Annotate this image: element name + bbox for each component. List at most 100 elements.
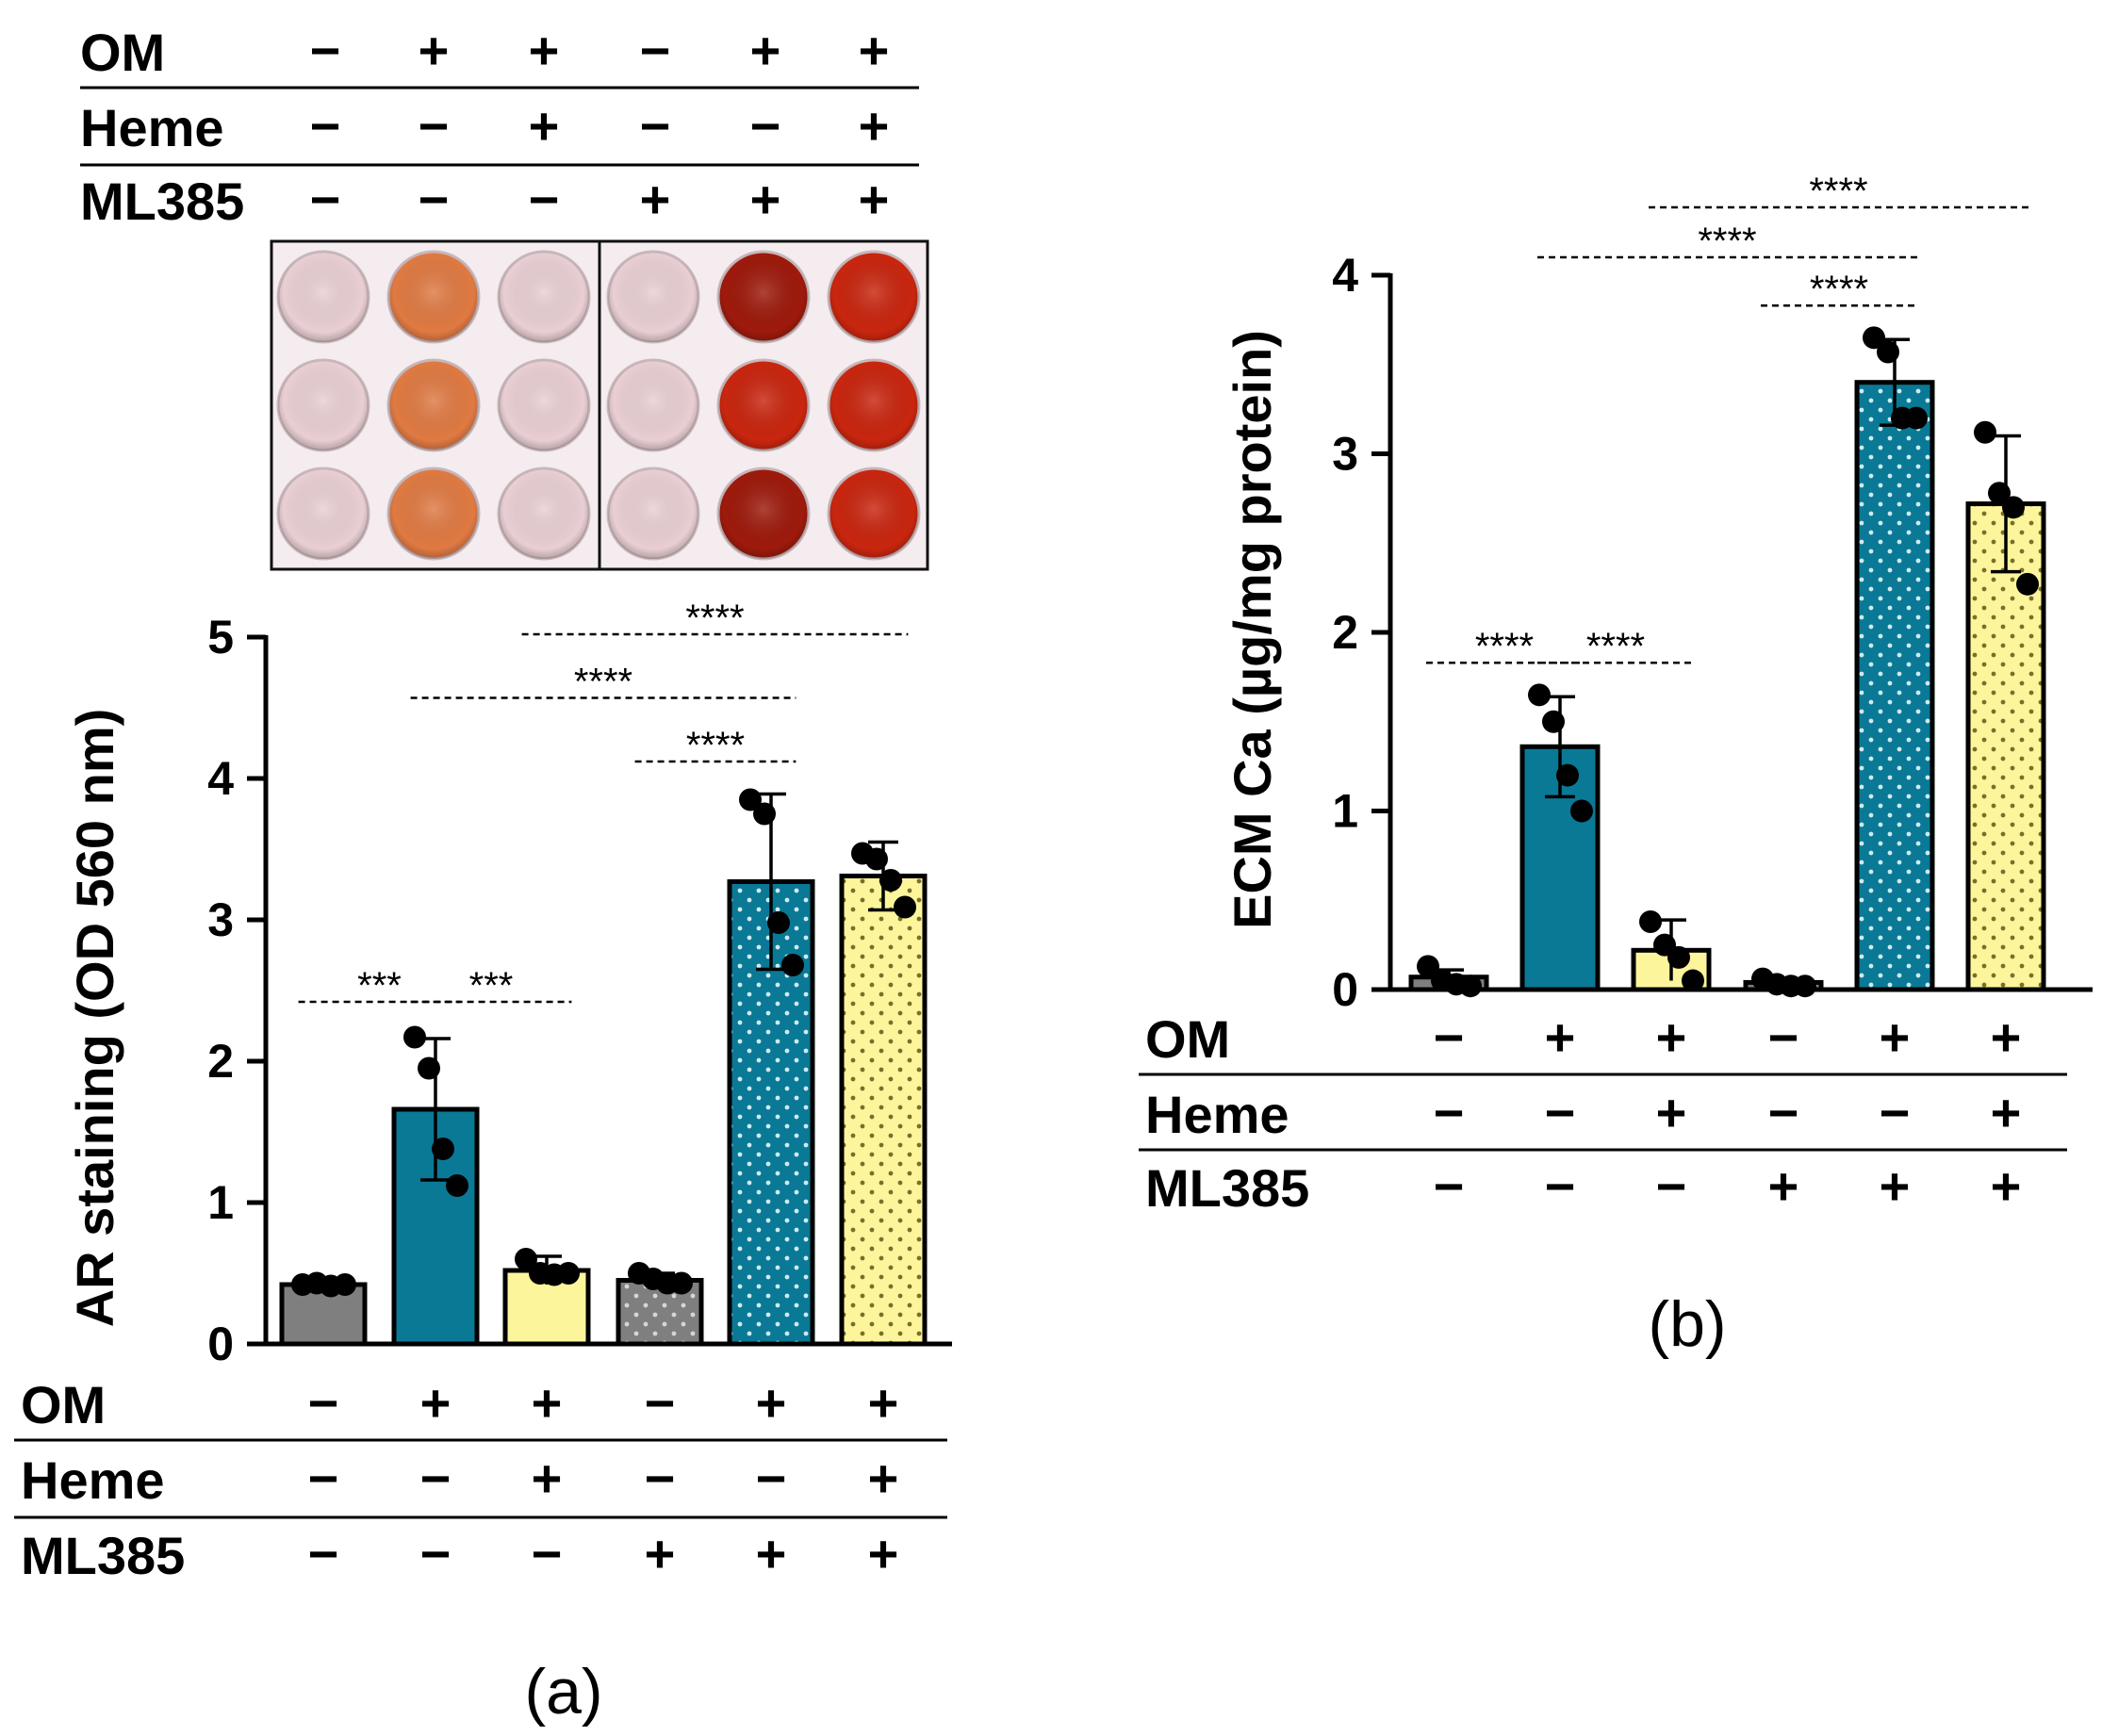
- data-point: [1988, 482, 2011, 505]
- y-tick-label: 4: [1332, 249, 1358, 302]
- condition-value: +: [1545, 1007, 1576, 1067]
- data-point: [515, 1248, 537, 1270]
- condition-row-heme-a: Heme − − + − − +: [21, 1449, 898, 1510]
- condition-value: −: [420, 1449, 452, 1508]
- well-shading: [499, 468, 589, 559]
- data-point: [1528, 683, 1551, 707]
- condition-value: −: [1545, 1156, 1576, 1216]
- well-shading: [608, 252, 698, 342]
- condition-value: −: [640, 96, 671, 156]
- condition-label: OM: [1145, 1009, 1230, 1069]
- well-shading: [278, 468, 369, 559]
- stained-well-plate: [270, 239, 929, 571]
- bar: [1854, 380, 1935, 992]
- well-shading: [388, 468, 479, 559]
- y-tick-label: 2: [1332, 606, 1358, 659]
- condition-value: +: [1991, 1156, 2022, 1216]
- data-point: [432, 1138, 454, 1160]
- condition-value: −: [1434, 1156, 1465, 1216]
- condition-row-heme-a-top: Heme − − + − − +: [80, 96, 889, 157]
- data-point: [670, 1271, 693, 1295]
- condition-value: +: [756, 1524, 787, 1583]
- significance-brackets: **** **** **** **** ****: [1426, 171, 2028, 667]
- bars: [279, 874, 928, 1347]
- data-point: [1459, 974, 1482, 998]
- condition-label: Heme: [80, 98, 224, 157]
- condition-row-ml385-a-top: ML385 − − − + + +: [80, 170, 889, 231]
- condition-value: +: [640, 170, 671, 229]
- condition-value: −: [1434, 1007, 1465, 1067]
- condition-row-om-a-top: OM − + + − + +: [80, 21, 889, 82]
- panel-a-top-conditions: OM − + + − + + Heme − − + − − + ML385 − …: [80, 21, 919, 231]
- condition-value: +: [1880, 1156, 1911, 1216]
- condition-value: −: [308, 1373, 339, 1433]
- data-point: [334, 1273, 356, 1296]
- panel-b-conditions: OM − + + − + + Heme − − + − − + ML385 − …: [1139, 1007, 2067, 1218]
- condition-value: −: [529, 170, 560, 229]
- condition-value: +: [859, 21, 890, 80]
- condition-value: +: [1991, 1083, 2022, 1142]
- data-point: [1417, 955, 1439, 978]
- condition-value: +: [645, 1524, 676, 1583]
- condition-value: +: [1656, 1007, 1687, 1067]
- condition-value: +: [420, 1373, 452, 1433]
- significance-label: ****: [685, 598, 744, 639]
- condition-value: −: [1880, 1083, 1911, 1142]
- data-point: [403, 1025, 426, 1049]
- condition-value: −: [756, 1449, 787, 1508]
- data-point: [1556, 763, 1579, 787]
- condition-value: −: [419, 170, 450, 229]
- condition-value: −: [645, 1373, 676, 1433]
- condition-value: +: [859, 170, 890, 229]
- data-point: [739, 788, 762, 811]
- well-shading: [718, 252, 809, 342]
- data-point: [1863, 326, 1885, 350]
- y-tick-label: 5: [207, 611, 234, 663]
- condition-value: +: [529, 96, 560, 156]
- well-shading: [388, 252, 479, 342]
- well-shading: [278, 252, 369, 342]
- y-tick-label: 0: [207, 1318, 234, 1370]
- condition-value: −: [640, 21, 671, 80]
- condition-label: ML385: [1145, 1158, 1309, 1218]
- data-point: [1667, 945, 1690, 969]
- condition-value: +: [1768, 1156, 1799, 1216]
- well-shading: [829, 360, 919, 450]
- condition-value: −: [419, 96, 450, 156]
- condition-label: OM: [21, 1375, 106, 1434]
- data-point: [557, 1262, 580, 1285]
- well-shading: [608, 468, 698, 559]
- significance-label: ****: [1698, 221, 1756, 262]
- y-axis-ticks: 0 1 2 3 4: [1332, 249, 1390, 1016]
- y-tick-label: 4: [207, 752, 234, 805]
- data-point: [1570, 799, 1593, 823]
- significance-label: ****: [1475, 626, 1534, 667]
- well-shading: [829, 252, 919, 342]
- condition-value: −: [1656, 1156, 1687, 1216]
- data-points: [291, 788, 916, 1298]
- well-shading: [718, 468, 809, 559]
- well-shading: [829, 468, 919, 559]
- y-axis-label: AR staining (OD 560 nm): [65, 709, 124, 1328]
- y-tick-label: 1: [1332, 785, 1358, 838]
- data-point: [879, 869, 902, 892]
- condition-value: +: [750, 21, 781, 80]
- y-tick-label: 2: [207, 1035, 234, 1088]
- well-shading: [499, 252, 589, 342]
- condition-row-heme-b: Heme − − + − − +: [1145, 1083, 2021, 1144]
- condition-value: −: [1768, 1007, 1799, 1067]
- significance-label: ****: [1586, 626, 1645, 667]
- significance-brackets: *** ***************: [298, 598, 909, 1007]
- condition-value: −: [310, 170, 341, 229]
- condition-row-ml385-a: ML385 − − − + + +: [21, 1524, 898, 1585]
- condition-value: −: [1434, 1083, 1465, 1142]
- condition-value: +: [868, 1373, 899, 1433]
- well-shading: [608, 360, 698, 450]
- condition-value: +: [1880, 1007, 1911, 1067]
- condition-row-om-b: OM − + + − + +: [1145, 1007, 2021, 1069]
- condition-value: +: [868, 1524, 899, 1583]
- condition-value: +: [868, 1449, 899, 1508]
